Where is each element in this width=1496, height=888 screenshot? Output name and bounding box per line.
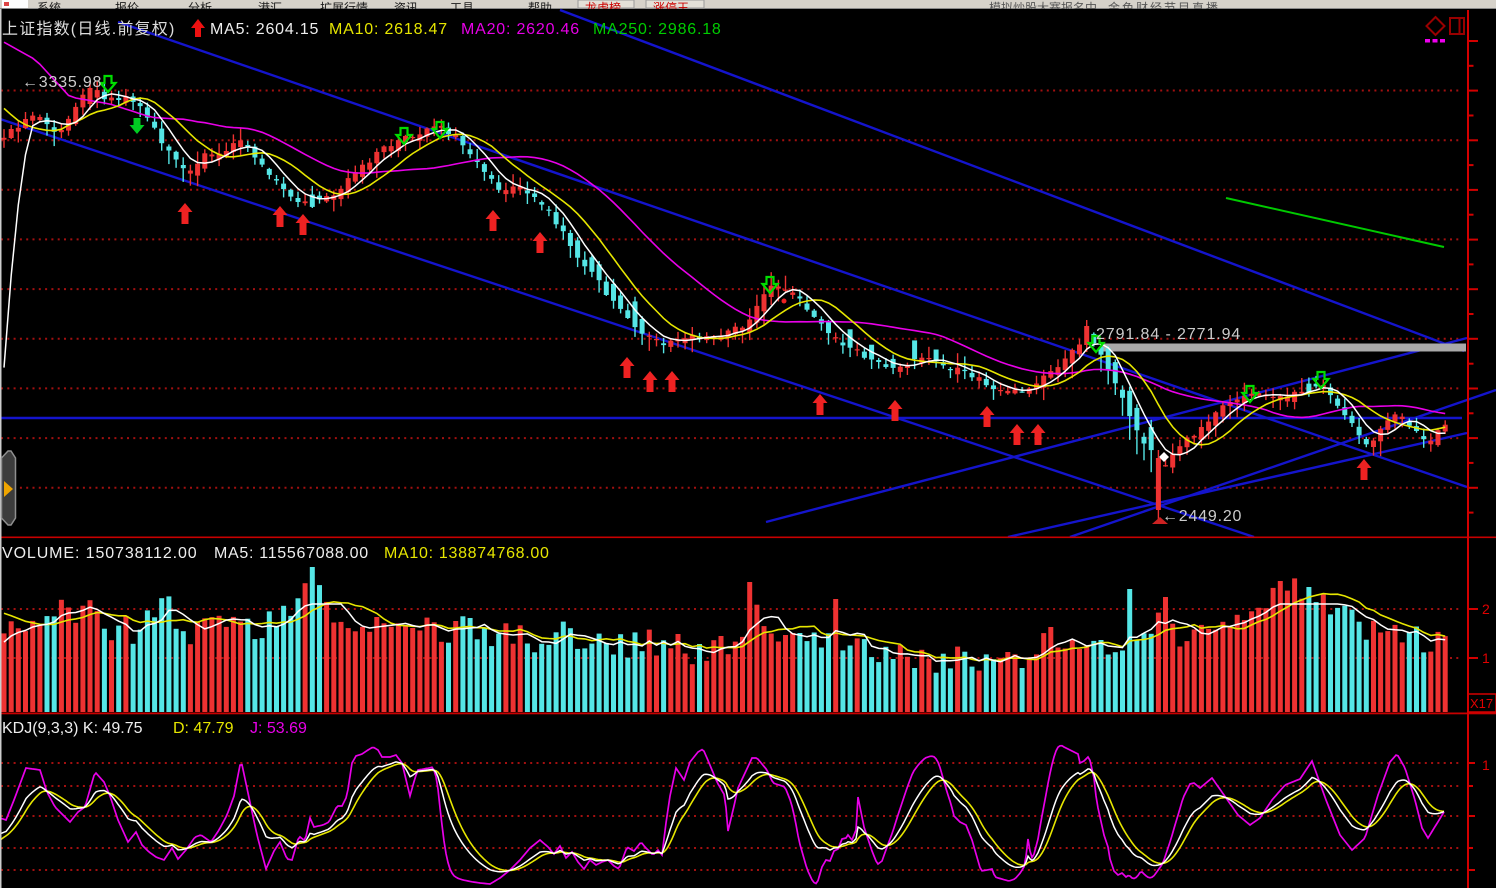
- svg-text:涨停王: 涨停王: [653, 0, 689, 15]
- svg-text:VOLUME: 150738112.00: VOLUME: 150738112.00: [2, 545, 198, 562]
- svg-text:←2449.20: ←2449.20: [1162, 508, 1242, 525]
- svg-text:工具: 工具: [450, 1, 474, 15]
- svg-text:D: 47.79: D: 47.79: [173, 720, 234, 737]
- svg-text:←3335.98: ←3335.98: [22, 74, 102, 91]
- svg-text:金色财经节目直播: 金色财经节目直播: [1108, 0, 1220, 15]
- svg-text:MA5: 115567088.00: MA5: 115567088.00: [214, 545, 369, 562]
- svg-text:J: 53.69: J: 53.69: [250, 720, 307, 737]
- svg-text:X17: X17: [1470, 696, 1493, 711]
- svg-text:龙虎榜: 龙虎榜: [585, 0, 621, 15]
- svg-text:分析: 分析: [188, 1, 212, 15]
- svg-text:MA250: 2986.18: MA250: 2986.18: [593, 21, 722, 38]
- svg-text:港汇: 港汇: [258, 1, 282, 15]
- svg-text:2791.84 - 2771.94: 2791.84 - 2771.94: [1096, 326, 1241, 343]
- svg-text:KDJ(9,3,3) K: 49.75: KDJ(9,3,3) K: 49.75: [2, 720, 143, 737]
- svg-text:1: 1: [1482, 757, 1490, 773]
- svg-text:报价: 报价: [115, 0, 139, 15]
- svg-text:MA20: 2620.46: MA20: 2620.46: [461, 21, 580, 38]
- svg-text:MA5: 2604.15: MA5: 2604.15: [210, 21, 319, 38]
- svg-text:资讯: 资讯: [394, 1, 418, 15]
- svg-text:模拟炒股大赛报名中: 模拟炒股大赛报名中: [989, 0, 1097, 15]
- svg-text:帮助: 帮助: [528, 1, 552, 15]
- svg-text:1: 1: [1482, 650, 1490, 666]
- svg-text:系统: 系统: [37, 1, 61, 15]
- svg-text:扩展行情: 扩展行情: [320, 1, 368, 15]
- svg-text:MA10: 2618.47: MA10: 2618.47: [329, 21, 448, 38]
- svg-text:2: 2: [1482, 601, 1490, 617]
- svg-text:MA10: 138874768.00: MA10: 138874768.00: [384, 545, 550, 562]
- svg-text:上证指数(日线.前复权): 上证指数(日线.前复权): [2, 20, 176, 38]
